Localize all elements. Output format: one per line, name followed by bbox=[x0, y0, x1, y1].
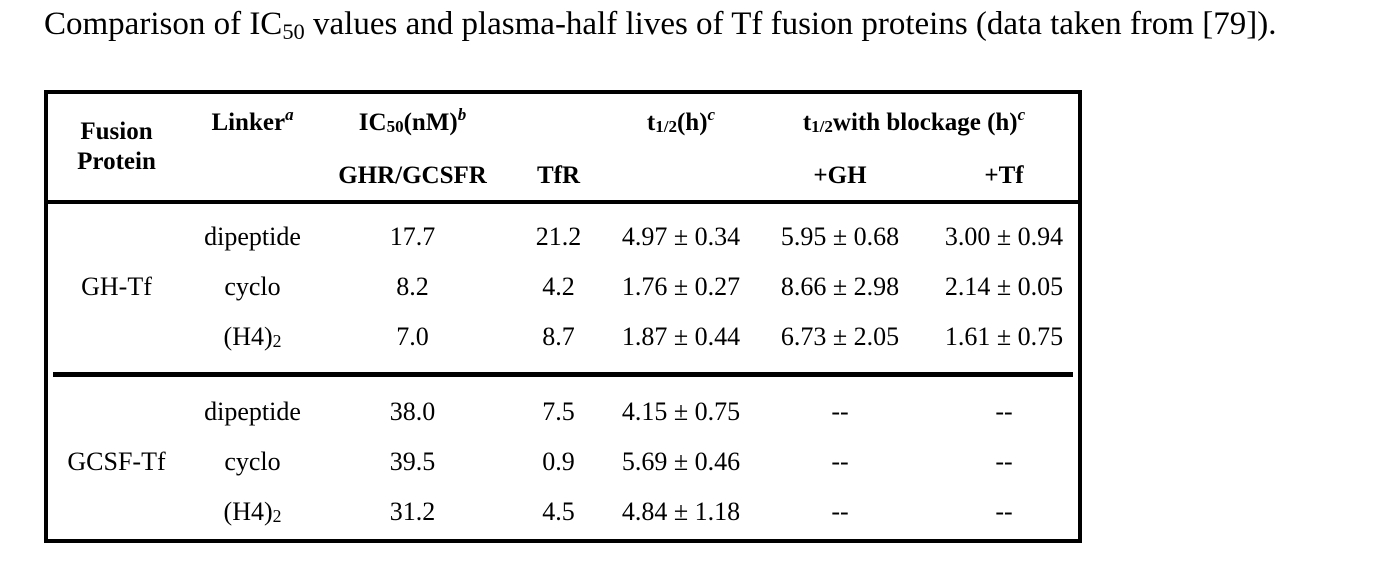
cell-tfr: 8.7 bbox=[542, 322, 575, 351]
header-ic50: IC 50 (nM) b bbox=[358, 104, 467, 137]
header-tfr: TfR bbox=[536, 162, 581, 189]
header-linker-footnote: a bbox=[285, 104, 294, 124]
cell-tfr: 4.2 bbox=[542, 272, 575, 301]
cell-ghr-gcsfr: 38.0 bbox=[389, 397, 436, 426]
header-ic50-footnote: b bbox=[457, 104, 467, 124]
cell-t-half-plus-gh: -- bbox=[831, 397, 849, 426]
cell-t-half: 4.97 ± 0.34 bbox=[621, 222, 741, 251]
cell-ghr-gcsfr: 31.2 bbox=[389, 497, 436, 526]
group-label-fusion-protein: GH-Tf bbox=[81, 272, 152, 301]
cell-linker: cyclo bbox=[224, 272, 281, 301]
cell-t-half-plus-tf: -- bbox=[995, 397, 1013, 426]
cell-t-half-plus-gh: 6.73 ± 2.05 bbox=[780, 322, 900, 351]
cell-t-half-plus-gh: -- bbox=[831, 447, 849, 476]
table-group-gcsf-tf: GCSF-Tf dipeptide 38.0 7.5 4.15 ± 0.75 -… bbox=[48, 377, 1078, 537]
linker-subscript: 2 bbox=[272, 330, 282, 351]
cell-t-half: 5.69 ± 0.46 bbox=[621, 447, 741, 476]
cell-t-half-plus-gh: -- bbox=[831, 497, 849, 526]
cell-t-half: 4.84 ± 1.18 bbox=[621, 497, 741, 526]
table-caption: Comparison of IC50 values and plasma-hal… bbox=[44, 6, 1277, 45]
cell-t-half-plus-gh: 8.66 ± 2.98 bbox=[780, 272, 900, 301]
header-t-half-blockage: t 1/2 with blockage (h) c bbox=[802, 104, 1026, 137]
header-t-half-footnote: c bbox=[707, 104, 716, 124]
header-ghr-gcsfr: GHR/GCSFR bbox=[338, 162, 487, 189]
cell-ghr-gcsfr: 39.5 bbox=[389, 447, 436, 476]
cell-t-half-plus-tf: 1.61 ± 0.75 bbox=[944, 322, 1064, 351]
cell-tfr: 7.5 bbox=[542, 397, 575, 426]
header-ic50-subscript: 50 bbox=[386, 117, 404, 137]
header-fusion-protein: Fusion Protein bbox=[48, 94, 185, 200]
table-group-gh-tf: GH-Tf dipeptide 17.7 21.2 4.97 ± 0.34 5.… bbox=[48, 204, 1078, 372]
cell-t-half-plus-gh: 5.95 ± 0.68 bbox=[780, 222, 900, 251]
linker-subscript: 2 bbox=[272, 505, 282, 526]
cell-tfr: 0.9 bbox=[542, 447, 575, 476]
caption-text: Comparison of IC bbox=[44, 6, 283, 42]
header-linker: Linker a bbox=[211, 104, 294, 136]
cell-t-half: 4.15 ± 0.75 bbox=[621, 397, 741, 426]
data-table: Fusion Protein Linker a IC 50 (nM) b t 1/2 (… bbox=[44, 90, 1082, 543]
cell-t-half-plus-tf: 2.14 ± 0.05 bbox=[944, 272, 1064, 301]
group-separator bbox=[53, 372, 1073, 377]
caption-text-after: values and plasma-half lives of Tf fusio… bbox=[304, 6, 1277, 42]
header-t-half-subscript: 1/2 bbox=[655, 117, 677, 137]
table-header: Fusion Protein Linker a IC 50 (nM) b t 1/2 (… bbox=[48, 94, 1078, 204]
header-t-half-blockage-subscript: 1/2 bbox=[811, 117, 833, 137]
header-plus-gh: +GH bbox=[813, 162, 867, 189]
header-t-half-blockage-footnote: c bbox=[1017, 104, 1026, 124]
cell-linker: (H4) 2 bbox=[223, 497, 282, 526]
cell-tfr: 21.2 bbox=[535, 222, 582, 251]
cell-ghr-gcsfr: 7.0 bbox=[396, 322, 429, 351]
cell-t-half-plus-tf: -- bbox=[995, 497, 1013, 526]
header-plus-tf: +Tf bbox=[984, 162, 1024, 189]
header-fusion-protein-line1: Fusion bbox=[80, 118, 153, 145]
header-t-half: t 1/2 (h) c bbox=[646, 104, 716, 137]
cell-ghr-gcsfr: 17.7 bbox=[389, 222, 436, 251]
cell-linker: cyclo bbox=[224, 447, 281, 476]
caption-ic50-subscript: 50 bbox=[282, 19, 305, 45]
cell-ghr-gcsfr: 8.2 bbox=[396, 272, 429, 301]
cell-linker: dipeptide bbox=[204, 222, 301, 251]
group-label-fusion-protein: GCSF-Tf bbox=[67, 447, 166, 476]
cell-t-half-plus-tf: 3.00 ± 0.94 bbox=[944, 222, 1064, 251]
cell-t-half-plus-tf: -- bbox=[995, 447, 1013, 476]
cell-linker: dipeptide bbox=[204, 397, 301, 426]
cell-tfr: 4.5 bbox=[542, 497, 575, 526]
cell-linker: (H4) 2 bbox=[223, 322, 282, 351]
header-fusion-protein-line2: Protein bbox=[77, 148, 156, 175]
cell-t-half: 1.76 ± 0.27 bbox=[621, 272, 741, 301]
cell-t-half: 1.87 ± 0.44 bbox=[621, 322, 741, 351]
